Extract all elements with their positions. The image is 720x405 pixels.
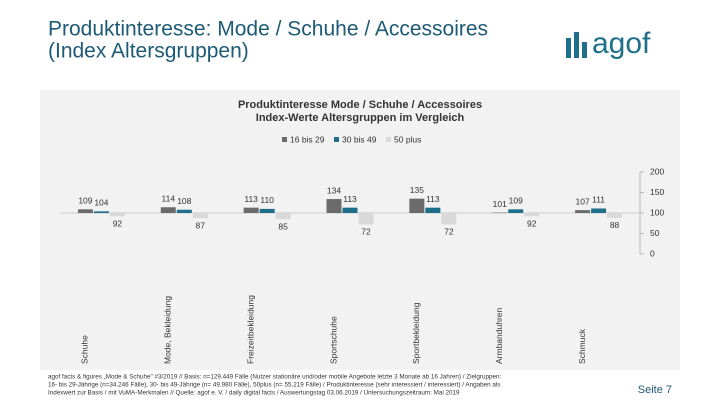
chart-title: Produktinteresse Mode / Schuhe / Accesso… — [238, 99, 482, 111]
data-label: 72 — [361, 227, 371, 237]
bar — [492, 212, 508, 214]
logo-text: agof — [592, 27, 651, 60]
bar — [409, 198, 425, 213]
x-tick-label: Sportbekleidung — [411, 302, 421, 364]
bar — [358, 213, 374, 225]
bar — [524, 213, 540, 217]
y-tick-label: 50 — [650, 228, 660, 238]
bar — [243, 207, 259, 213]
data-label: 110 — [260, 195, 274, 205]
bar — [77, 209, 93, 213]
data-label: 92 — [527, 219, 537, 229]
data-label: 87 — [196, 221, 206, 231]
y-tick-label: 150 — [650, 187, 664, 197]
chart-panel — [40, 90, 680, 370]
bar — [176, 209, 192, 213]
data-label: 113 — [426, 194, 440, 204]
data-label: 109 — [509, 196, 523, 206]
bar — [508, 209, 524, 213]
data-label: 114 — [162, 194, 176, 204]
bar — [326, 199, 342, 213]
bar — [93, 211, 109, 213]
y-tick-label: 100 — [650, 207, 664, 217]
x-tick-label: Schmuck — [577, 328, 587, 364]
legend-swatch — [334, 137, 339, 142]
bar — [192, 213, 208, 219]
data-label: 108 — [177, 196, 191, 206]
legend-swatch — [282, 137, 287, 142]
slide-title: (Index Altersgruppen) — [48, 40, 249, 63]
logo: agof — [566, 27, 651, 60]
y-tick-label: 0 — [650, 248, 655, 258]
footnote: Indexwert zur Basis / mit VuMA-Merkmalen… — [48, 390, 460, 397]
data-label: 92 — [113, 219, 123, 229]
logo-bar — [574, 32, 579, 58]
x-tick-label: Freizeitbekleidung — [245, 295, 255, 364]
data-label: 113 — [244, 194, 258, 204]
bar — [607, 213, 623, 218]
logo-bar — [566, 38, 571, 58]
page-number: Seite 7 — [638, 384, 672, 396]
y-tick-label: 200 — [650, 166, 664, 176]
x-tick-label: Sportschuhe — [328, 316, 338, 364]
footnote: agof facts & figures „Mode & Schuhe" #3/… — [48, 374, 502, 381]
chart-subtitle: Index-Werte Altersgruppen im Vergleich — [256, 112, 465, 124]
x-tick-label: Armbanduhren — [494, 307, 504, 364]
bar — [259, 208, 275, 213]
bar — [109, 213, 125, 217]
footnote: 16- bis 29-Jährige (n=34.246 Fälle), 30-… — [48, 382, 500, 389]
bar — [275, 213, 291, 220]
bar — [160, 207, 176, 213]
data-label: 107 — [575, 196, 589, 206]
legend-swatch — [386, 137, 391, 142]
data-label: 111 — [592, 195, 605, 205]
legend-label: 50 plus — [394, 134, 421, 144]
data-label: 134 — [327, 185, 341, 195]
data-label: 104 — [94, 198, 108, 208]
legend-label: 30 bis 49 — [342, 134, 377, 144]
data-label: 113 — [343, 194, 357, 204]
x-tick-label: Mode, Bekleidung — [163, 296, 173, 364]
bar — [591, 208, 607, 213]
bar — [575, 210, 591, 213]
data-label: 72 — [444, 227, 454, 237]
data-label: 109 — [78, 196, 92, 206]
slide-title: Produktinteresse: Mode / Schuhe / Access… — [48, 18, 488, 41]
data-label: 101 — [493, 199, 507, 209]
data-label: 85 — [278, 221, 288, 231]
data-label: 135 — [410, 185, 424, 195]
bar — [425, 207, 441, 213]
bar — [342, 207, 358, 213]
data-label: 88 — [610, 220, 620, 230]
bar — [441, 213, 457, 225]
legend-label: 16 bis 29 — [290, 134, 325, 144]
logo-bar — [582, 42, 587, 58]
x-tick-label: Schuhe — [80, 335, 90, 364]
